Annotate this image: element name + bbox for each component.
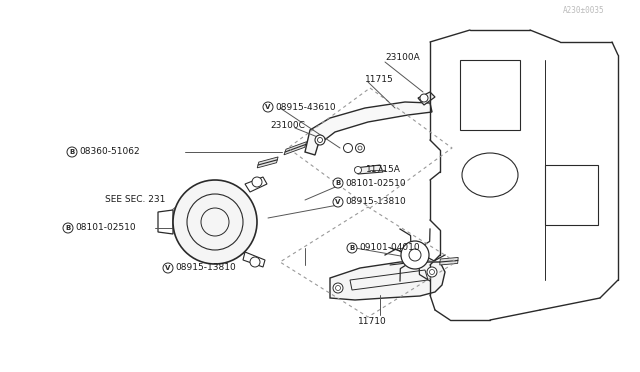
Text: 08360-51062: 08360-51062 [79,148,140,157]
Polygon shape [232,225,248,234]
Text: B: B [349,245,355,251]
Text: 08101-02510: 08101-02510 [345,179,406,187]
Text: A230±0035: A230±0035 [563,6,605,15]
Polygon shape [440,257,458,265]
Polygon shape [305,102,432,155]
Polygon shape [257,157,278,168]
Text: 23100C: 23100C [270,121,305,129]
Text: B: B [335,180,340,186]
Text: V: V [165,265,171,271]
Polygon shape [284,142,307,155]
Text: 11715A: 11715A [366,166,401,174]
Text: 08915-43610: 08915-43610 [275,103,335,112]
Text: V: V [335,199,340,205]
Circle shape [333,283,343,293]
Circle shape [427,267,437,277]
Circle shape [344,144,353,153]
Polygon shape [330,262,445,300]
Text: 08915-13810: 08915-13810 [175,263,236,273]
Text: 09101-04010: 09101-04010 [359,244,420,253]
Circle shape [401,241,429,269]
Text: B: B [69,149,75,155]
Circle shape [333,197,343,207]
Text: 11710: 11710 [358,317,387,327]
Circle shape [67,147,77,157]
Text: 08101-02510: 08101-02510 [75,224,136,232]
Circle shape [250,257,260,267]
Polygon shape [418,92,435,105]
Circle shape [63,223,73,233]
Circle shape [333,178,343,188]
Polygon shape [355,165,383,174]
Circle shape [252,177,262,187]
Text: B: B [65,225,70,231]
Text: SEE SEC. 231: SEE SEC. 231 [105,196,165,205]
Circle shape [315,135,325,145]
Text: 23100A: 23100A [385,54,420,62]
Circle shape [420,94,428,102]
Circle shape [263,102,273,112]
Circle shape [163,263,173,273]
Circle shape [355,144,365,153]
Text: V: V [266,104,271,110]
Circle shape [355,167,362,173]
Text: 11715: 11715 [365,76,394,84]
Circle shape [173,180,257,264]
Text: 08915-13810: 08915-13810 [345,198,406,206]
Circle shape [347,243,357,253]
